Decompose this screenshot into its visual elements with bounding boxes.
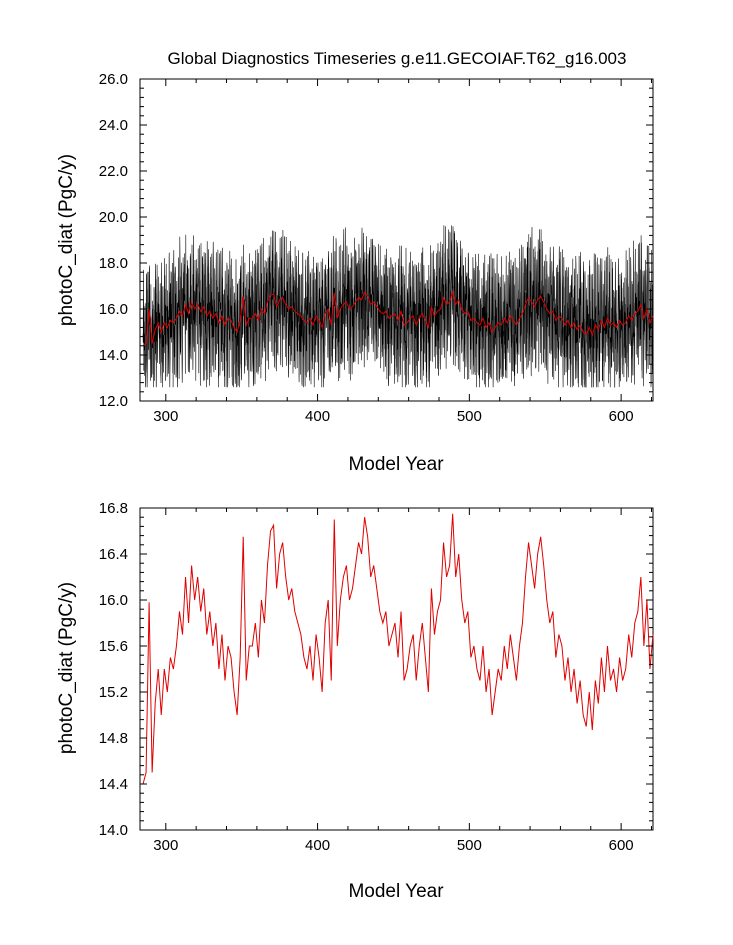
x-tick-label: 500 [457,408,482,425]
y-tick-label: 18.0 [99,255,128,272]
top-panel: 300 400 500 600 12.0 14.0 16.0 18.0 20.0 22.0 24.0… [56,71,654,475]
x-tick-label: 400 [305,408,330,425]
y-tick-label: 26.0 [99,71,128,88]
y-tick-label: 14.0 [99,822,128,839]
y-tick-label: 16.0 [99,592,128,609]
bottom-plot-frame [139,507,654,831]
y-tick-label: 20.0 [99,209,128,226]
y-tick-label: 14.8 [99,730,128,747]
top-xlabel: Model Year [348,454,444,475]
y-tick-label: 24.0 [99,117,128,134]
top-axis-ticks: 300 400 500 600 12.0 14.0 16.0 18.0 20.0 22.0 24.0… [99,71,653,425]
top-plot-frame [139,78,654,402]
y-tick-label: 16.0 [99,301,128,318]
bottom-xlabel: Model Year [348,881,444,902]
y-tick-label: 22.0 [99,163,128,180]
x-tick-label: 600 [609,837,634,854]
bottom-panel: 300 400 500 600 14.0 14.4 14.8 15.2 15.6 16.0 16.4… [56,500,654,902]
y-tick-label: 16.4 [99,546,128,563]
x-tick-label: 500 [457,837,482,854]
monthly-line [142,225,654,388]
y-tick-label: 14.4 [99,776,128,793]
x-tick-label: 300 [153,837,178,854]
figure-title: Global Diagnostics Timeseries g.e11.GECO… [168,49,627,68]
y-tick-label: 15.2 [99,684,128,701]
top-annual-series [142,289,654,347]
x-tick-label: 300 [153,408,178,425]
bottom-axis-ticks: 300 400 500 600 14.0 14.4 14.8 15.2 15.6 16.0 16.4… [99,500,653,854]
y-tick-label: 14.0 [99,347,128,364]
x-tick-label: 600 [609,408,634,425]
bottom-ylabel: photoC_diat (PgC/y) [56,582,77,754]
y-tick-label: 16.8 [99,500,128,517]
bottom-annual-series [142,513,654,785]
top-monthly-series [142,225,654,388]
y-tick-label: 15.6 [99,638,128,655]
top-ylabel: photoC_diat (PgC/y) [56,154,77,326]
x-tick-label: 400 [305,837,330,854]
y-tick-label: 12.0 [99,393,128,410]
annual-mean-line [142,289,654,347]
annual-mean-line [142,513,654,785]
